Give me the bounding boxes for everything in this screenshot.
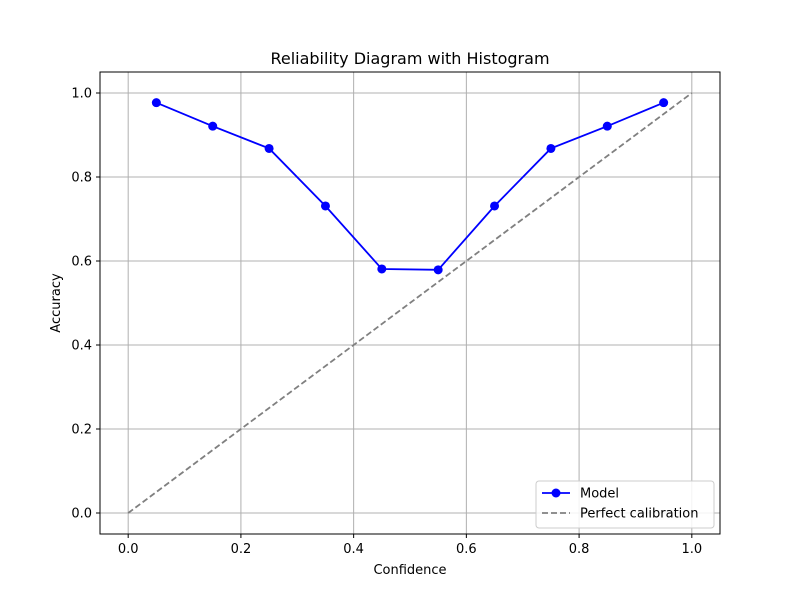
legend-box [535, 480, 715, 529]
model-point [320, 201, 330, 211]
legend: Model Perfect calibration [535, 480, 715, 529]
axes-frame [99, 71, 721, 535]
model-line [156, 101, 664, 271]
plot-series [127, 92, 693, 514]
model-point [264, 143, 274, 153]
grid [100, 72, 720, 534]
chart-title: Reliability Diagram with Histogram [270, 49, 549, 68]
model-point [433, 265, 443, 275]
legend-perfect-calibration-label: Perfect calibration [580, 507, 698, 522]
y-axis-label: Accuracy [49, 273, 64, 333]
model-point [490, 201, 500, 211]
y-tick-label: 1.0 [71, 87, 92, 102]
x-tick-label: 1.0 [681, 542, 702, 557]
model-point [602, 121, 612, 131]
y-tick-label: 0.2 [71, 423, 92, 438]
x-tick-label: 0.4 [343, 542, 364, 557]
x-tick-label: 0.0 [118, 542, 139, 557]
model-point [546, 143, 556, 153]
y-tick-label: 0.8 [71, 171, 92, 186]
model-point [151, 98, 161, 108]
model-point [659, 98, 669, 108]
x-tick-label: 0.6 [456, 542, 477, 557]
legend-model-label: Model [580, 487, 619, 502]
x-tick-label: 0.8 [569, 542, 590, 557]
x-axis-label: Confidence [373, 563, 446, 578]
model-point [377, 264, 387, 274]
y-tick-label: 0.0 [71, 507, 92, 522]
legend-model-marker [551, 488, 561, 498]
perfect-calibration-line [127, 92, 693, 514]
x-tick-label: 0.2 [231, 542, 252, 557]
y-tick-label: 0.6 [71, 255, 92, 270]
model-point [208, 121, 218, 131]
ticks: 0.0 0.2 0.4 0.6 0.8 1.0 0.0 0.2 0.4 0.6 0.8 1.0 [71, 87, 702, 558]
y-tick-label: 0.4 [71, 339, 92, 354]
